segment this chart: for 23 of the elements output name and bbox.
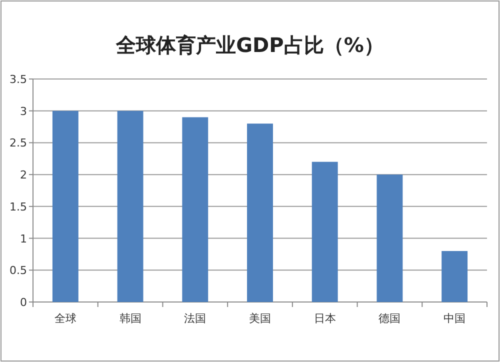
bar <box>117 110 144 302</box>
chart-title: 全球体育产业GDP占比（%） <box>115 33 384 57</box>
y-tick-label: 0.5 <box>10 264 27 278</box>
bar <box>442 251 468 302</box>
x-tick-label: 法国 <box>184 312 206 325</box>
bar <box>182 117 208 302</box>
y-tick-label: 0 <box>20 296 27 309</box>
y-tick-label: 2 <box>20 168 27 182</box>
y-tick-label: 3.5 <box>10 73 27 86</box>
x-tick-label: 全球 <box>54 312 76 325</box>
bar <box>52 110 78 302</box>
y-tick-label: 2.5 <box>10 136 27 150</box>
x-tick-label: 德国 <box>378 312 401 325</box>
y-tick-label: 3 <box>20 104 27 118</box>
y-tick-label: 1.5 <box>10 200 27 214</box>
bar <box>376 174 403 302</box>
bar <box>312 162 338 302</box>
y-tick-label: 1 <box>20 232 27 246</box>
bar <box>247 124 273 302</box>
x-tick-label: 中国 <box>444 312 466 325</box>
x-tick-label: 日本 <box>314 312 336 325</box>
x-tick-label: 美国 <box>249 312 271 325</box>
x-tick-label: 韩国 <box>119 312 142 325</box>
